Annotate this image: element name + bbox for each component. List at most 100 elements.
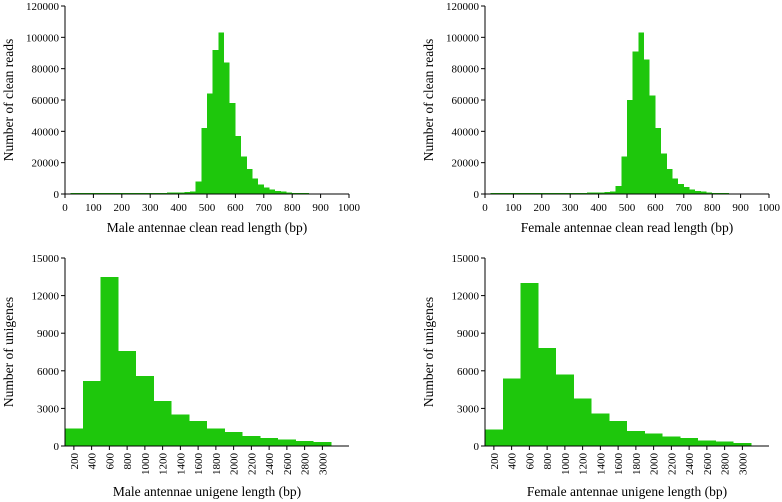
histogram-bar xyxy=(133,192,139,194)
y-tick-label: 20000 xyxy=(32,158,60,170)
y-tick-label: 20000 xyxy=(452,158,480,170)
x-tick-label: 1000 xyxy=(560,453,572,476)
x-tick-label: 500 xyxy=(619,202,636,214)
histogram-bar xyxy=(485,429,503,446)
x-tick-label: 200 xyxy=(69,453,81,470)
x-axis-title: Female antennae unigene length (bp) xyxy=(527,484,727,499)
histogram-bar xyxy=(609,191,616,194)
histogram-bar xyxy=(502,378,521,446)
histogram-bar xyxy=(558,192,565,194)
histogram-bar xyxy=(573,398,592,446)
histogram-bar xyxy=(161,192,168,194)
histogram-bar xyxy=(564,192,571,194)
x-tick-label: 2200 xyxy=(666,453,678,476)
y-tick-label: 0 xyxy=(54,441,60,453)
x-tick-label: 800 xyxy=(122,453,134,470)
histogram-bar xyxy=(698,440,716,446)
histogram-bar xyxy=(661,153,667,194)
y-tick-label: 40000 xyxy=(32,126,60,138)
histogram-bar xyxy=(263,187,270,194)
y-tick-label: 120000 xyxy=(26,1,60,13)
x-tick-label: 400 xyxy=(590,202,607,214)
y-tick-label: 12000 xyxy=(452,291,480,303)
histogram-bar xyxy=(615,186,622,194)
y-tick-label: 100000 xyxy=(26,32,60,44)
histogram-bar xyxy=(150,192,156,194)
x-tick-label: 0 xyxy=(62,202,68,214)
x-tick-label: 200 xyxy=(534,202,551,214)
histogram-bar xyxy=(178,192,185,194)
y-tick-label: 120000 xyxy=(446,1,480,13)
histogram-bar xyxy=(609,420,627,446)
x-tick-label: 1800 xyxy=(211,453,223,476)
x-tick-label: 2600 xyxy=(282,453,294,476)
histogram-bar xyxy=(644,433,663,446)
y-tick-label: 80000 xyxy=(452,64,480,76)
x-tick-label: 2400 xyxy=(684,453,696,476)
y-tick-label: 60000 xyxy=(32,95,60,107)
x-tick-label: 1400 xyxy=(175,453,187,476)
histogram-bar xyxy=(547,192,554,194)
x-tick-label: 1200 xyxy=(158,453,170,476)
x-tick-label: 1000 xyxy=(338,202,361,214)
histogram-bar xyxy=(733,442,752,446)
histogram-bar xyxy=(553,192,559,194)
histogram-bar xyxy=(556,374,574,446)
histogram-bar xyxy=(627,430,645,446)
histogram-bar xyxy=(138,192,145,194)
y-tick-label: 6000 xyxy=(37,366,60,378)
x-tick-label: 2800 xyxy=(300,453,312,476)
x-tick-label: 400 xyxy=(170,202,187,214)
histogram-bar xyxy=(260,437,278,446)
x-tick-label: 700 xyxy=(676,202,693,214)
x-tick-label: 800 xyxy=(284,202,301,214)
histogram-bar xyxy=(662,436,681,446)
histogram-bar xyxy=(591,413,610,446)
x-tick-label: 100 xyxy=(505,202,522,214)
histogram-bar xyxy=(280,191,287,194)
histogram-bar xyxy=(136,375,154,446)
histogram-bar xyxy=(207,428,225,446)
histogram-bar xyxy=(144,192,151,194)
x-tick-label: 1600 xyxy=(193,453,205,476)
x-axis-title: Male antennae clean read length (bp) xyxy=(107,220,308,235)
y-tick-label: 15000 xyxy=(32,253,60,265)
x-tick-label: 600 xyxy=(104,453,116,470)
x-tick-label: 500 xyxy=(199,202,216,214)
y-tick-label: 12000 xyxy=(32,291,60,303)
histogram-bar xyxy=(195,181,202,194)
x-tick-label: 200 xyxy=(489,453,501,470)
x-tick-label: 2000 xyxy=(229,453,241,476)
histogram-bar xyxy=(184,192,190,194)
x-tick-label: 1800 xyxy=(631,453,643,476)
histogram-bar xyxy=(581,192,588,194)
x-tick-label: 300 xyxy=(142,202,159,214)
histogram-bar xyxy=(592,192,599,194)
histogram-bar xyxy=(621,156,627,194)
histogram-bar xyxy=(224,62,230,195)
histogram-bar xyxy=(252,178,259,194)
x-tick-label: 2600 xyxy=(702,453,714,476)
chart-female-unigene-length: 0 3000 6000 9000 12000 15000 200 400 600 800 1000 1… xyxy=(421,253,769,499)
x-tick-label: 1000 xyxy=(758,202,781,214)
histogram-bar xyxy=(536,192,542,194)
x-axis-title: Female antennae clean read length (bp) xyxy=(521,220,734,235)
x-tick-label: 1000 xyxy=(140,453,152,476)
y-tick-label: 0 xyxy=(54,189,60,201)
histogram-bar xyxy=(167,192,173,194)
x-tick-label: 700 xyxy=(256,202,273,214)
histogram-bar xyxy=(672,178,679,194)
histogram-bar xyxy=(587,192,593,194)
y-axis-title: Number of unigenes xyxy=(421,297,436,407)
histogram-bar xyxy=(706,192,713,194)
y-tick-label: 80000 xyxy=(32,64,60,76)
histogram-bar xyxy=(715,441,734,446)
histogram-bar xyxy=(207,93,213,194)
histogram-bar xyxy=(604,192,610,194)
histogram-bar xyxy=(278,439,296,446)
histogram-bar xyxy=(683,186,690,194)
histogram-bar xyxy=(189,420,207,446)
y-tick-label: 3000 xyxy=(37,403,60,415)
histogram-bar xyxy=(229,103,236,194)
